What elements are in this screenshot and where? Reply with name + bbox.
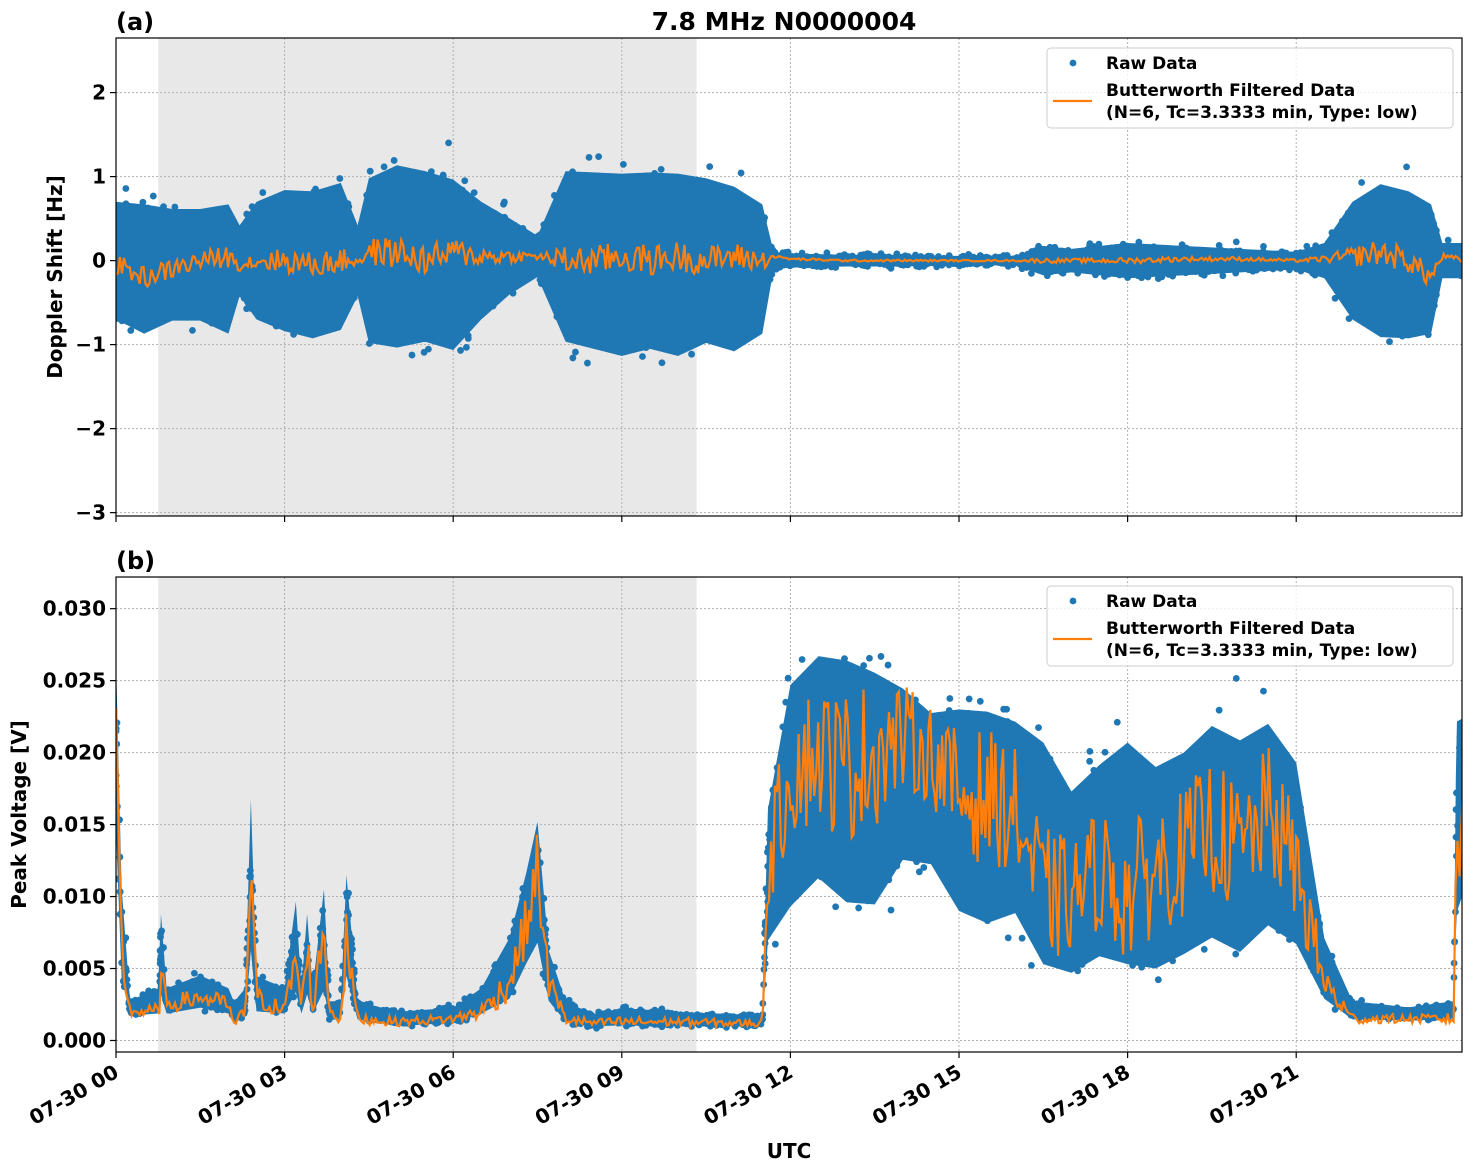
y-tick-label: −2 — [75, 417, 106, 441]
raw-data-point — [409, 352, 416, 359]
shaded-span — [158, 577, 696, 1052]
raw-data-point — [966, 696, 973, 703]
raw-data-point — [1035, 724, 1042, 731]
raw-data-point — [501, 199, 508, 206]
raw-data-point — [1358, 179, 1365, 186]
raw-data-point — [659, 359, 666, 366]
raw-data-point — [688, 351, 695, 358]
raw-data-point — [916, 868, 923, 875]
raw-data-point — [738, 170, 745, 177]
raw-data-point — [620, 161, 627, 168]
legend: Raw Data Butterworth Filtered Data(N=6, T… — [1047, 48, 1453, 128]
raw-data-point — [1086, 240, 1093, 247]
raw-data-point — [1155, 976, 1162, 983]
raw-data-point — [799, 656, 806, 663]
raw-data-point — [785, 675, 792, 682]
y-tick-label: −1 — [75, 333, 106, 357]
panel-label: (a) — [116, 8, 154, 36]
raw-data-point — [425, 346, 432, 353]
legend-filtered-label: Butterworth Filtered Data — [1106, 81, 1355, 101]
raw-data-point — [189, 327, 196, 334]
raw-data-point — [445, 139, 452, 146]
raw-data-point — [461, 177, 468, 184]
raw-data-point — [1028, 962, 1035, 969]
legend-filtered-params: (N=6, Tc=3.3333 min, Type: low) — [1106, 103, 1418, 123]
panel-b: 0.0000.0050.0100.0150.0200.0250.03007-30… — [7, 547, 1468, 1163]
raw-data-point — [1445, 237, 1452, 244]
y-axis-label: Doppler Shift [Hz] — [43, 175, 67, 379]
raw-data-point — [259, 189, 266, 196]
raw-data-point — [1403, 163, 1410, 170]
raw-data-point — [888, 907, 895, 914]
raw-data-point — [391, 157, 398, 164]
y-tick-label: 2 — [92, 81, 106, 105]
raw-data-point — [832, 903, 839, 910]
raw-data-point — [1233, 675, 1240, 682]
raw-data-point — [381, 163, 388, 170]
raw-data-point — [1005, 934, 1012, 941]
raw-data-point — [367, 168, 374, 175]
legend-raw-marker — [1070, 60, 1077, 67]
legend-raw-label: Raw Data — [1106, 54, 1197, 74]
raw-data-point — [1201, 946, 1208, 953]
raw-data-point — [639, 353, 646, 360]
raw-data-point — [866, 655, 873, 662]
raw-data-point — [1260, 688, 1267, 695]
raw-data-point — [595, 153, 602, 160]
raw-data-point — [706, 163, 713, 170]
raw-data-point — [586, 154, 593, 161]
raw-data-point — [1086, 758, 1093, 765]
y-tick-label: −3 — [75, 501, 106, 525]
y-tick-label: 0 — [92, 249, 106, 273]
raw-data-point — [1086, 748, 1093, 755]
raw-data-point — [584, 360, 591, 367]
raw-data-point — [336, 175, 343, 182]
figure-title: 7.8 MHz N0000004 — [652, 7, 917, 36]
raw-data-point — [463, 344, 470, 351]
y-tick-label: 1 — [92, 165, 106, 189]
raw-data-point — [122, 185, 129, 192]
raw-data-point — [1386, 338, 1393, 345]
raw-data-point — [1233, 238, 1240, 245]
raw-data-point — [878, 653, 885, 660]
raw-data-point — [1019, 935, 1026, 942]
raw-data-point — [658, 166, 665, 173]
raw-data-point — [977, 698, 984, 705]
raw-data-point — [1232, 951, 1239, 958]
raw-data-point — [1216, 707, 1223, 714]
raw-data-point — [569, 355, 576, 362]
raw-data-point — [572, 349, 579, 356]
panel-a: 2 1 0 −1 −2 −3 (a) Doppler Shift [Hz] Raw Data Bu… — [43, 8, 1468, 525]
raw-data-point — [150, 193, 157, 200]
raw-data-point — [1003, 706, 1010, 713]
raw-data-point — [457, 347, 464, 354]
